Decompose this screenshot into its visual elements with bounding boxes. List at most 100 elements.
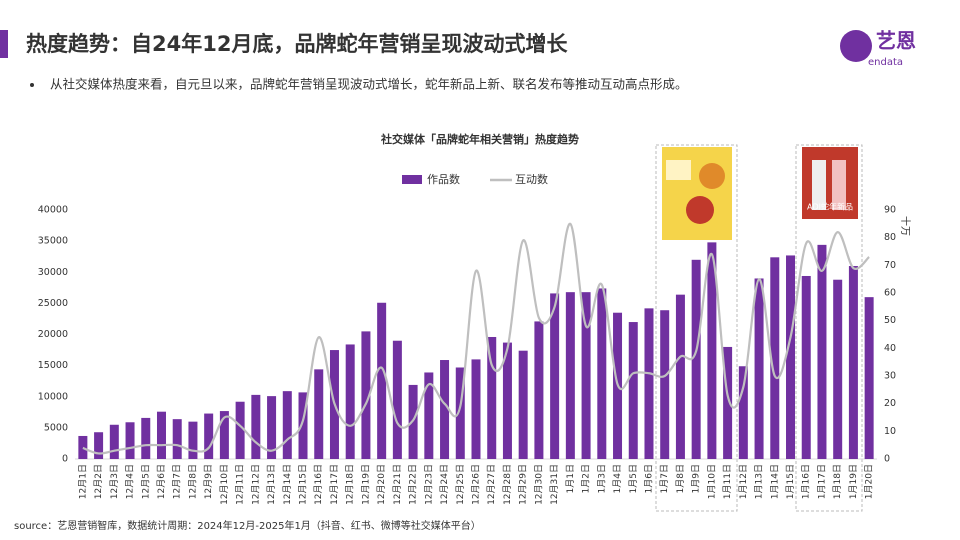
x-tick-label: 12月11日 bbox=[235, 464, 246, 505]
x-tick-label: 1月10日 bbox=[706, 464, 717, 499]
bar bbox=[156, 411, 166, 459]
x-tick-label: 12月10日 bbox=[219, 464, 230, 505]
bar bbox=[361, 331, 371, 459]
bar bbox=[675, 294, 685, 459]
x-tick-label: 12月20日 bbox=[376, 464, 387, 505]
y-tick-label: 30000 bbox=[38, 267, 68, 278]
y2-tick-label: 70 bbox=[884, 260, 896, 271]
bar bbox=[770, 257, 780, 459]
image-mcd bbox=[662, 147, 732, 240]
bar bbox=[267, 396, 277, 459]
legend-label: 作品数 bbox=[427, 173, 460, 186]
x-tick-label: 12月24日 bbox=[439, 464, 450, 505]
bar bbox=[94, 432, 104, 459]
bullet-dot bbox=[30, 83, 34, 87]
bar bbox=[298, 392, 308, 459]
y-tick-label: 35000 bbox=[38, 236, 68, 247]
bar bbox=[848, 266, 858, 459]
x-tick-label: 12月22日 bbox=[408, 464, 419, 505]
bar bbox=[188, 421, 198, 459]
x-tick-label: 12月2日 bbox=[93, 464, 104, 499]
x-tick-label: 1月14日 bbox=[769, 464, 780, 499]
x-tick-label: 12月9日 bbox=[203, 464, 214, 499]
x-tick-label: 1月17日 bbox=[816, 464, 827, 499]
x-tick-label: 12月4日 bbox=[125, 464, 136, 499]
x-tick-label: 1月12日 bbox=[738, 464, 749, 499]
bar bbox=[550, 293, 560, 459]
bar bbox=[471, 359, 481, 459]
bar bbox=[251, 394, 261, 459]
bar bbox=[377, 302, 387, 459]
x-tick-label: 12月13日 bbox=[266, 464, 277, 505]
x-tick-label: 1月7日 bbox=[659, 464, 670, 493]
bar bbox=[817, 244, 827, 459]
x-tick-label: 12月17日 bbox=[329, 464, 340, 505]
x-tick-label: 12月8日 bbox=[187, 464, 198, 499]
x-tick-label: 1月19日 bbox=[848, 464, 859, 499]
y-tick-label: 20000 bbox=[38, 329, 68, 340]
y2-tick-label: 90 bbox=[884, 205, 896, 216]
x-tick-label: 12月15日 bbox=[298, 464, 309, 505]
logo-icon bbox=[840, 30, 872, 62]
annotation: ADI蛇年新品 bbox=[807, 202, 853, 212]
x-tick-label: 1月15日 bbox=[785, 464, 796, 499]
y2-tick-label: 40 bbox=[884, 343, 896, 354]
bar bbox=[597, 288, 607, 459]
x-tick-label: 12月28日 bbox=[502, 464, 513, 505]
y2-tick-label: 0 bbox=[884, 454, 890, 465]
x-tick-label: 1月6日 bbox=[643, 464, 654, 493]
bar bbox=[801, 275, 811, 459]
x-tick-label: 12月21日 bbox=[392, 464, 403, 505]
x-tick-label: 1月4日 bbox=[612, 464, 623, 493]
x-tick-label: 12月7日 bbox=[172, 464, 183, 499]
x-tick-label: 1月20日 bbox=[864, 464, 875, 499]
x-tick-label: 1月13日 bbox=[754, 464, 765, 499]
x-tick-label: 12月19日 bbox=[360, 464, 371, 505]
x-tick-label: 1月3日 bbox=[596, 464, 607, 493]
x-tick-label: 12月31日 bbox=[549, 464, 560, 505]
bar bbox=[282, 391, 292, 459]
y-tick-label: 10000 bbox=[38, 391, 68, 402]
bar bbox=[345, 344, 355, 459]
line bbox=[82, 222, 870, 455]
bar bbox=[392, 340, 402, 459]
x-tick-label: 12月14日 bbox=[282, 464, 293, 505]
x-tick-label: 12月26日 bbox=[471, 464, 482, 505]
bar bbox=[534, 321, 544, 459]
slide-title: 热度趋势：自24年12月底，品牌蛇年营销呈现波动式增长 bbox=[26, 32, 568, 56]
image-adi bbox=[802, 147, 858, 219]
x-tick-label: 12月3日 bbox=[109, 464, 120, 499]
x-tick-label: 12月12日 bbox=[250, 464, 261, 505]
bar bbox=[628, 322, 638, 459]
source: source：艺恩营销智库，数据统计周期：2024年12月-2025年1月（抖音… bbox=[14, 519, 481, 532]
bar bbox=[440, 360, 450, 459]
y2-tick-label: 80 bbox=[884, 232, 896, 243]
bar bbox=[644, 308, 654, 459]
y-tick-label: 15000 bbox=[38, 360, 68, 371]
x-tick-label: 12月29日 bbox=[518, 464, 529, 505]
bar bbox=[754, 278, 764, 459]
x-tick-label: 12月27日 bbox=[486, 464, 497, 505]
y-tick-label: 5000 bbox=[44, 422, 68, 433]
bar bbox=[864, 297, 874, 459]
bar bbox=[502, 342, 512, 459]
bar bbox=[723, 346, 733, 459]
y2-tick-label: 60 bbox=[884, 288, 896, 299]
bar bbox=[424, 372, 434, 459]
y2-tick-label: 30 bbox=[884, 371, 896, 382]
x-tick-label: 1月5日 bbox=[628, 464, 639, 493]
legend-swatch bbox=[402, 175, 422, 184]
highlight-box bbox=[795, 144, 863, 512]
bar bbox=[660, 310, 670, 459]
bar bbox=[141, 417, 151, 459]
x-tick-label: 1月1日 bbox=[565, 464, 576, 493]
x-tick-label: 12月18日 bbox=[345, 464, 356, 505]
bar bbox=[786, 255, 796, 459]
y2-tick-label: 20 bbox=[884, 398, 896, 409]
logo-sub: endata bbox=[868, 57, 903, 68]
bullet-text: 从社交媒体热度来看，自元旦以来，品牌蛇年营销呈现波动式增长，蛇年新品上新、联名发… bbox=[50, 77, 688, 92]
bar bbox=[707, 242, 717, 459]
x-tick-label: 1月11日 bbox=[722, 464, 733, 499]
chart-title: 社交媒体「品牌蛇年相关营销」热度趋势 bbox=[380, 132, 579, 146]
